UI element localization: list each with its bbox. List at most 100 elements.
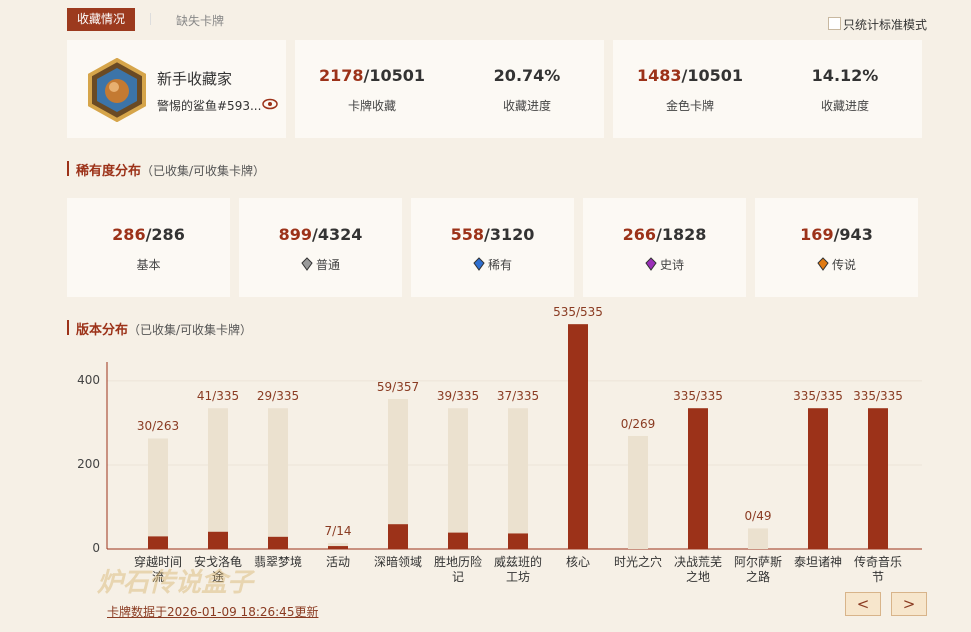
divider	[150, 13, 151, 25]
value-label: 37/335	[496, 389, 540, 404]
profile-card: 新手收藏家 警惕的鲨鱼#593...	[67, 40, 286, 138]
value-label: 29/335	[256, 389, 300, 404]
rarity-count: 286/286	[67, 225, 230, 244]
chart-title: 版本分布	[76, 323, 129, 338]
total: /4324	[312, 225, 363, 244]
eye-icon[interactable]	[262, 98, 278, 110]
x-tick-label: 安戈洛龟途	[193, 555, 242, 584]
filter-label[interactable]: 只统计标准模式	[843, 18, 928, 32]
total: /10501	[363, 66, 426, 85]
x-tick-label: 决战荒芜之地	[673, 555, 722, 584]
value-label: 335/335	[853, 389, 903, 404]
tab[interactable]: 缺失卡牌	[176, 14, 225, 28]
tab-active[interactable]: 收藏情况	[67, 8, 135, 31]
gem	[473, 257, 485, 271]
rarity-card: 286/286 基本	[67, 198, 230, 297]
x-tick-label: 威兹班的工坊	[493, 555, 542, 584]
bar	[268, 408, 288, 549]
prev-button[interactable]: <	[845, 592, 881, 616]
bar	[388, 398, 408, 549]
bar	[628, 435, 648, 549]
x-tick-label: 活动	[325, 555, 350, 569]
value-label: 335/335	[793, 389, 843, 404]
total: /286	[145, 225, 185, 244]
avatar	[88, 58, 146, 122]
owned: 2178	[318, 66, 364, 85]
value-label: 30/263	[136, 419, 180, 434]
rarity-label: 基本	[67, 256, 230, 273]
stat-label: 卡牌收藏	[347, 99, 396, 113]
bar	[748, 528, 768, 549]
value-label: 7/14	[324, 524, 352, 539]
rarity-name: 普通	[315, 258, 340, 272]
bar	[148, 438, 168, 549]
total: /3120	[484, 225, 535, 244]
owned: 286	[112, 225, 146, 244]
bar	[448, 408, 468, 549]
gem-icon	[645, 257, 657, 271]
bar	[808, 408, 828, 549]
rarity-name: 基本	[136, 258, 161, 272]
profile-title: 新手收藏家	[157, 70, 233, 88]
rarity-count: 266/1828	[583, 225, 746, 244]
rarity-card: 558/3120 稀有	[411, 198, 574, 297]
stat-label: 金色卡牌	[665, 99, 714, 113]
x-tick-label: 深暗领域	[373, 555, 422, 569]
owned: 899	[278, 225, 313, 244]
profile-name: 警惕的鲨鱼#593...	[157, 99, 262, 113]
gem-icon	[473, 257, 485, 271]
x-tick-label: 阿尔萨斯之路	[733, 555, 782, 584]
bar	[268, 536, 288, 549]
rarity-card: 899/4324 普通	[239, 198, 402, 297]
value-label: 39/335	[436, 389, 480, 404]
gem-icon	[817, 257, 829, 271]
gem	[645, 257, 657, 271]
update-note: 卡牌数据于2026-01-09 18:26:45更新	[107, 605, 319, 619]
section-heading: 稀有度分布（已收集/可收集卡牌）	[76, 160, 265, 179]
next-button[interactable]: >	[891, 592, 927, 616]
stat-card: 1483/10501 金色卡牌 14.12% 收藏进度	[613, 40, 922, 138]
value-label: 0/49	[744, 509, 772, 524]
bar	[208, 531, 228, 549]
owned: 558	[450, 225, 485, 244]
owned: 266	[622, 225, 657, 244]
owned: 1483	[636, 66, 682, 85]
gem-icon	[301, 257, 313, 271]
stat-label: 收藏进度	[502, 99, 551, 113]
rarity-count: 899/4324	[239, 225, 402, 244]
stat-percent: 20.74%	[493, 66, 561, 85]
stat-percent: 14.12%	[811, 66, 879, 85]
rarity-label: 稀有	[411, 256, 574, 273]
rarity-label: 史诗	[583, 256, 746, 273]
total: /1828	[656, 225, 707, 244]
stat-card: 2178/10501 卡牌收藏 20.74% 收藏进度	[295, 40, 604, 138]
total: /943	[833, 225, 873, 244]
stat-count: 1483/10501	[630, 66, 750, 85]
checkbox[interactable]	[828, 17, 841, 30]
x-tick-label: 泰坦诸神	[793, 555, 842, 569]
section-bar	[67, 161, 69, 176]
value-label: 335/335	[673, 389, 723, 404]
bar	[328, 546, 348, 549]
bar	[688, 408, 708, 549]
rarity-card: 266/1828 史诗	[583, 198, 746, 297]
x-tick-label: 核心	[565, 555, 590, 569]
rarity-label: 普通	[239, 256, 402, 273]
owned: 169	[800, 225, 834, 244]
section-title: 稀有度分布	[76, 164, 142, 179]
gem	[817, 257, 829, 271]
value-label: 59/357	[376, 379, 420, 394]
bar	[148, 536, 168, 549]
value-label: 0/269	[620, 416, 656, 431]
bar	[508, 533, 528, 549]
value-label: 41/335	[196, 389, 240, 404]
bar	[208, 408, 228, 549]
x-tick-label: 胜地历险记	[433, 555, 482, 584]
rarity-name: 史诗	[659, 258, 684, 272]
stat-count: 2178/10501	[312, 66, 432, 85]
rarity-name: 传说	[831, 258, 856, 272]
gem	[301, 257, 313, 271]
rarity-count: 558/3120	[411, 225, 574, 244]
bar	[508, 408, 528, 549]
